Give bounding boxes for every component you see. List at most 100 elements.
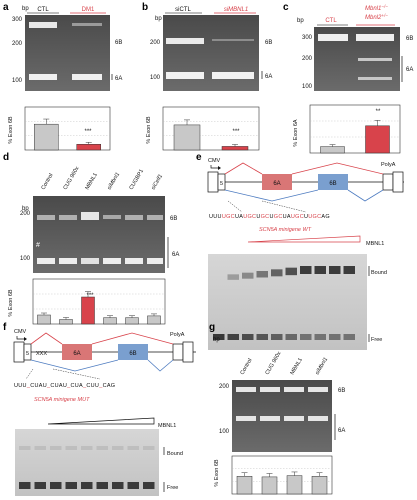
- emsa-f-free-band: [65, 482, 77, 489]
- gel-a-band-6a: [29, 74, 57, 80]
- bar-b-1: [221, 146, 249, 151]
- tick-c-300: 300: [302, 35, 313, 41]
- chart-a: [24, 106, 111, 151]
- chart-frame-d: [32, 278, 166, 325]
- exon-last-e: [382, 173, 394, 191]
- emsa-f-bound-band: [50, 446, 62, 450]
- exon-6b-f: [118, 344, 148, 360]
- exon-6a-label-f: 6A: [73, 351, 80, 357]
- ylabel-a: % Exon 6B: [8, 116, 14, 144]
- bar-d-3: [103, 317, 117, 325]
- emsa-e-free-band: [242, 334, 254, 340]
- panel-label-c: c: [283, 2, 289, 13]
- bp-label-a: bp: [22, 6, 29, 12]
- lane-label-g-3: siMbnl1: [315, 357, 330, 376]
- band-label-d-6a: 6A: [172, 252, 179, 258]
- polya-label-e: PolyA: [381, 162, 396, 168]
- bar-d-4: [125, 317, 139, 325]
- tick-d-100: 100: [20, 256, 31, 262]
- vector-box-left-e: [207, 171, 219, 193]
- ylabel-c: % Exon 6A: [293, 119, 299, 147]
- lane-label-g-1: CUG 960x: [265, 351, 283, 376]
- ylabel-b: % Exon 6B: [146, 116, 152, 144]
- panel-label-b: b: [142, 2, 148, 13]
- tick-g-100: 100: [219, 429, 230, 435]
- emsa-e-free-band: [213, 334, 225, 340]
- tick-a-100: 100: [12, 78, 23, 84]
- exon-5-e: [217, 173, 226, 191]
- band-label-c-6a: 6A: [406, 67, 413, 73]
- tick-d-200: 200: [20, 211, 31, 217]
- bar-d-1: [59, 319, 73, 325]
- panel-label-a: a: [3, 2, 9, 13]
- exon-5-f: [23, 343, 32, 361]
- emsa-e-free-band: [329, 334, 341, 340]
- tick-c-200: 200: [302, 56, 313, 62]
- tick-b-200: 200: [150, 40, 161, 46]
- emsa-f-bands: [19, 446, 155, 489]
- emsa-f-bound-band: [112, 446, 124, 450]
- construct-label-f: SCN5A minigene MUT: [34, 397, 90, 403]
- free-label-f: Free: [167, 485, 178, 491]
- lane-label-d-2: MBNL1: [85, 172, 99, 191]
- lane-label-d-4: CUGBP1: [129, 168, 146, 191]
- emsa-f-free-band: [127, 482, 139, 489]
- bp-label-g: bp: [213, 337, 220, 343]
- panel-label-e: e: [196, 152, 202, 163]
- chart-b: [162, 106, 260, 151]
- lane-label-b-sictl: siCTL: [175, 7, 191, 13]
- sequence-e: UUUUGCUAUGCUGCUGCUAUGCUUGCAG: [209, 214, 330, 220]
- emsa-f-bound-band: [143, 446, 155, 450]
- emsa-e-free-band: [271, 334, 283, 340]
- bar-c-1: [365, 125, 390, 154]
- panel-g: g bp Control CUG 960x MBNL1 siMbnl1 200 …: [209, 322, 345, 495]
- panel-c: c bp CTL Mbnl1−/− Mbnl2+/− 300 200 100 6…: [283, 2, 413, 154]
- exon-5-label-f: 5: [26, 351, 29, 357]
- bar-d-0: [37, 314, 51, 325]
- bar-g-1: [261, 476, 278, 495]
- exon-6a-label-e: 6A: [273, 181, 280, 187]
- emsa-f-bound-band: [127, 446, 139, 450]
- titration-wedge-e: [247, 235, 361, 243]
- panel-f: f CMV 5 XXX 6A 6B PolyA UUU_CUAU_CUAU_CU…: [3, 322, 196, 496]
- emsa-e-bound-band: [300, 266, 312, 274]
- band-label-g-6a: 6A: [338, 428, 345, 434]
- emsa-f-free-band: [81, 482, 93, 489]
- bound-label-f: Bound: [167, 451, 183, 457]
- protein-label-e: MBNL1: [366, 241, 384, 247]
- emsa-e-bound-band: [329, 266, 341, 274]
- stars-c: **: [376, 109, 381, 115]
- emsa-e-free-band: [227, 334, 239, 340]
- lane-label-c-mut-1: Mbnl1−/−: [365, 4, 388, 12]
- hash-mark-d: #: [36, 242, 40, 249]
- emsa-e-bands: [213, 266, 355, 340]
- titration-wedge-f: [47, 417, 155, 425]
- gel-b: [163, 15, 259, 91]
- emsa-e-free-band: [285, 334, 297, 340]
- tick-c-100: 100: [302, 84, 313, 90]
- bar-g-2: [286, 475, 303, 495]
- emsa-f-bound-band: [65, 446, 77, 450]
- band-label-b-6a: 6A: [265, 74, 272, 80]
- gel-a-band-6b: [29, 22, 57, 28]
- lane-label-c-ctl: CTL: [325, 18, 337, 24]
- emsa-e-free-band: [343, 334, 355, 340]
- construct-label-e: SCN5A minigene WT: [259, 227, 312, 233]
- emsa-e-bound-band: [227, 274, 239, 280]
- bar-a-1: [76, 144, 101, 151]
- lane-label-b-simbnl1: siMBNL1: [224, 7, 248, 13]
- stars-d: ***: [86, 293, 94, 299]
- emsa-e-bound-band: [242, 272, 254, 279]
- free-label-e: Free: [371, 337, 382, 343]
- emsa-f-free-band: [34, 482, 46, 489]
- stars-b: ***: [232, 129, 240, 135]
- exon-6a-f: [62, 344, 92, 360]
- emsa-e-bound-band: [271, 269, 283, 277]
- tick-b-100: 100: [150, 75, 161, 81]
- tick-g-200: 200: [219, 384, 230, 390]
- chart-d: [32, 278, 166, 325]
- emsa-e-bound-band: [285, 267, 297, 276]
- chart-c: [309, 104, 401, 154]
- sequence-f: UUU_CUAU_CUAU_CUA_CUU_CAG: [14, 383, 115, 389]
- tick-a-300: 300: [12, 17, 23, 23]
